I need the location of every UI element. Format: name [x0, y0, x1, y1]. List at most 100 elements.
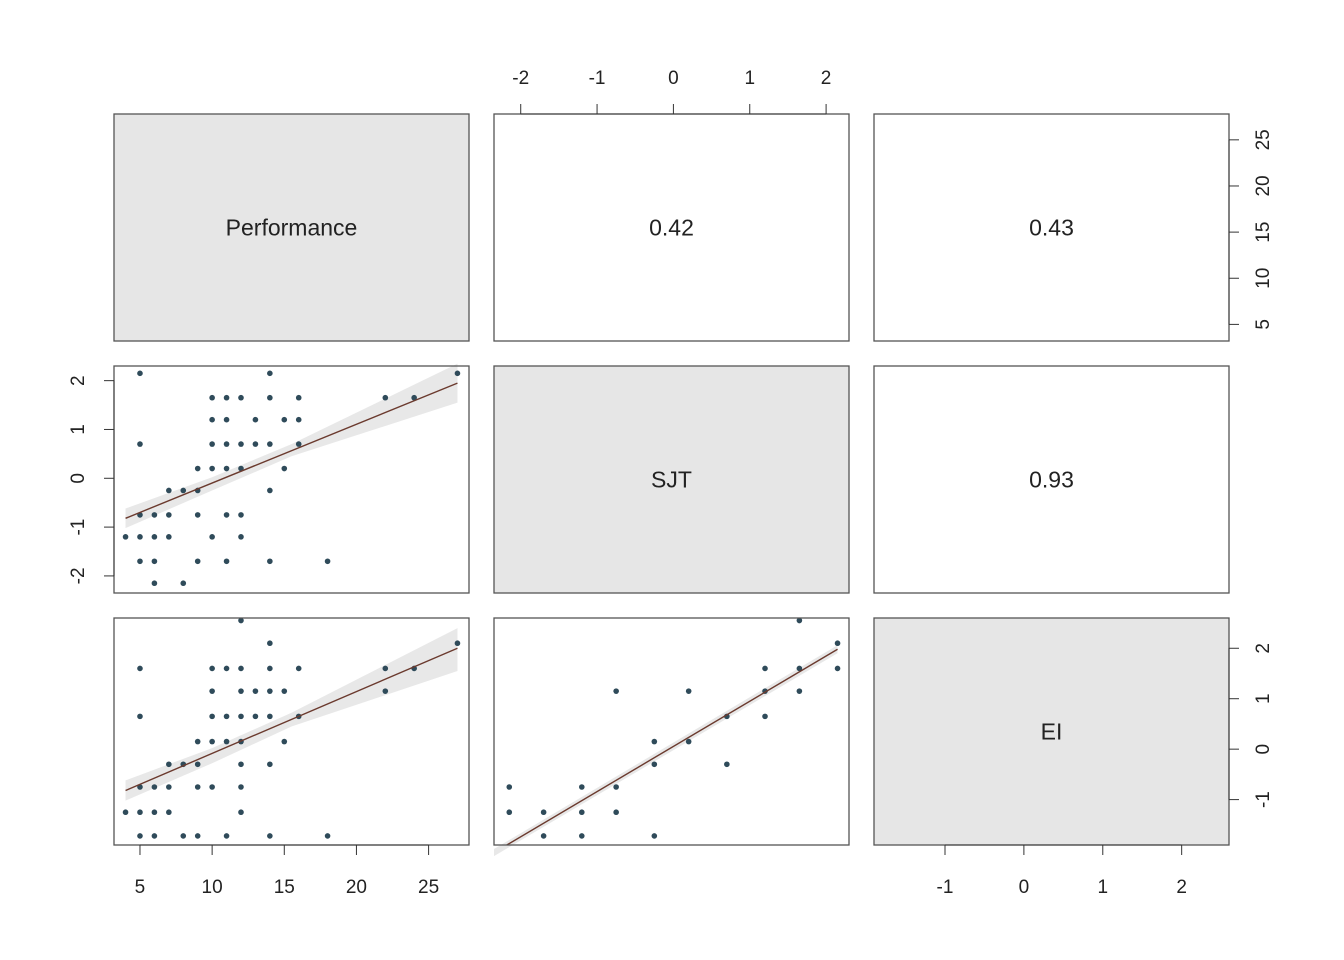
data-point: [796, 665, 803, 672]
data-point: [209, 416, 215, 423]
panel-frame: [873, 365, 1230, 594]
data-point: [209, 738, 215, 745]
data-point: [223, 416, 230, 423]
data-point: [137, 833, 143, 839]
data-point: [166, 761, 172, 768]
data-point: [651, 738, 658, 745]
data-point: [151, 534, 158, 540]
data-point: [151, 833, 158, 839]
data-point: [238, 441, 244, 447]
data-point: [209, 534, 215, 540]
data-point: [209, 441, 215, 447]
data-point: [540, 809, 547, 816]
data-point: [796, 688, 803, 694]
y-tick-label: -2: [68, 567, 89, 584]
data-point: [194, 558, 201, 565]
diagonal-variable-label: Performance: [226, 215, 358, 241]
data-point: [166, 487, 172, 494]
data-point: [166, 512, 172, 518]
data-point: [122, 534, 129, 540]
data-point: [166, 809, 172, 816]
y-tick-label: 25: [1253, 129, 1274, 150]
data-point: [267, 394, 273, 401]
data-point: [578, 833, 585, 839]
data-point: [209, 394, 215, 401]
data-point: [238, 809, 244, 816]
data-point: [540, 833, 547, 839]
data-point: [194, 833, 201, 839]
data-point: [238, 665, 244, 672]
diagonal-panel-bg: [114, 114, 469, 341]
x-tick-label: 15: [274, 877, 295, 898]
regression-line: [506, 648, 838, 846]
data-point: [295, 441, 302, 447]
data-point: [685, 688, 692, 694]
data-point: [238, 617, 244, 624]
data-point: [724, 761, 730, 768]
data-point: [180, 833, 187, 839]
data-point: [209, 665, 215, 672]
x-tick-label: 1: [744, 68, 755, 89]
y-tick-label: 1: [68, 424, 89, 435]
x-tick-label: -1: [589, 68, 606, 89]
data-point: [295, 394, 302, 401]
data-point: [166, 534, 172, 540]
data-point: [267, 761, 273, 768]
panel-frame: [493, 617, 850, 846]
data-point: [382, 394, 389, 401]
x-tick-label: 2: [1176, 877, 1187, 898]
data-point: [613, 688, 619, 694]
y-tick-label: -1: [68, 519, 89, 536]
data-point: [209, 784, 215, 790]
data-point: [223, 833, 230, 839]
data-point: [796, 617, 803, 624]
data-point: [762, 713, 768, 720]
y-tick-label: 5: [1253, 319, 1274, 330]
data-point: [223, 713, 230, 720]
data-point: [238, 713, 244, 720]
data-point: [382, 665, 389, 672]
data-point: [651, 761, 658, 768]
data-point: [252, 441, 259, 447]
y-tick-label: 0: [1253, 744, 1274, 755]
correlation-value: 0.93: [1029, 467, 1074, 493]
data-point: [151, 558, 158, 565]
data-point: [252, 688, 259, 694]
data-point: [762, 665, 768, 672]
data-point: [651, 833, 658, 839]
diagonal-panel-bg: [874, 618, 1229, 845]
data-point: [137, 441, 143, 447]
data-point: [137, 713, 143, 720]
data-point: [834, 640, 841, 647]
data-point: [267, 688, 273, 694]
y-tick-label: 0: [68, 473, 89, 484]
data-point: [613, 784, 619, 790]
data-point: [454, 370, 461, 377]
data-point: [238, 534, 244, 540]
data-point: [324, 558, 331, 565]
data-point: [834, 665, 841, 672]
data-point: [238, 465, 244, 472]
y-tick-label: 2: [68, 375, 89, 386]
data-point: [238, 512, 244, 518]
data-point: [238, 761, 244, 768]
data-point: [151, 784, 158, 790]
data-point: [267, 640, 273, 647]
data-point: [613, 809, 619, 816]
data-point: [137, 558, 143, 565]
data-point: [151, 580, 158, 587]
data-point: [267, 441, 273, 447]
data-point: [137, 809, 143, 816]
data-point: [506, 784, 513, 790]
data-point: [151, 512, 158, 518]
data-point: [267, 370, 273, 377]
y-tick-label: 2: [1253, 643, 1274, 654]
data-point: [180, 487, 187, 494]
confidence-band: [125, 628, 458, 801]
data-point: [137, 665, 143, 672]
regression-line: [125, 647, 458, 792]
x-tick-label: 0: [1019, 877, 1030, 898]
data-point: [281, 688, 288, 694]
data-point: [238, 394, 244, 401]
